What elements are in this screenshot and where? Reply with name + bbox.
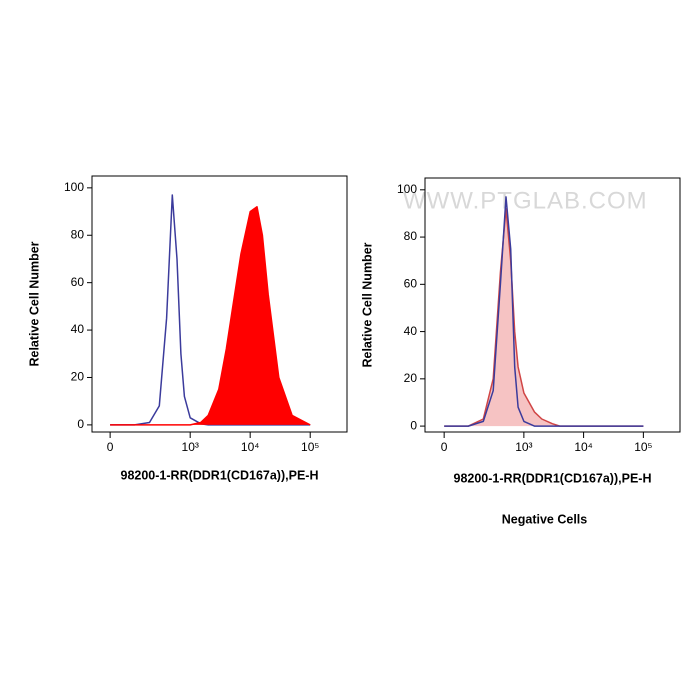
x-tick-label: 10⁵ [634,440,652,454]
histogram-curve [444,196,644,427]
y-tick-label: 40 [404,324,418,338]
y-axis-title: Relative Cell Number [27,241,41,366]
y-tick-label: 80 [71,227,85,241]
histogram-curve [444,207,644,427]
x-axis-title: 98200-1-RR(DDR1(CD167a)),PE-H [454,471,652,485]
y-tick-label: 100 [397,182,417,196]
y-tick-label: 0 [77,417,84,431]
histogram-curve [110,206,311,426]
plot-frame [91,175,348,433]
caption: Negative Cells [502,512,588,526]
y-tick-label: 40 [71,322,85,336]
watermark: WWW.PTGLAB.COM [403,187,648,214]
x-tick-label: 10³ [515,440,532,454]
y-tick-label: 80 [404,229,418,243]
x-tick-label: 0 [441,440,448,454]
chart-panel: 0 20 40 60 80 100 0 10³ 10⁴ 10⁵ 98200-1-RR(DDR1(CD… [27,175,348,482]
y-tick-label: 20 [404,371,418,385]
y-tick-label: 60 [71,275,85,289]
y-tick-label: 60 [404,276,418,290]
plot-frame [424,177,681,433]
y-tick-label: 0 [410,418,417,432]
chart-panel: WWW.PTGLAB.COM 0 20 40 60 80 100 0 10³ 10⁴ 10⁵ 9820… [360,177,681,526]
x-tick-label: 10⁵ [301,440,319,454]
x-tick-label: 0 [107,440,114,454]
y-axis-title: Relative Cell Number [360,242,374,367]
x-tick-label: 10⁴ [241,440,260,454]
x-tick-label: 10³ [182,440,199,454]
x-axis-title: 98200-1-RR(DDR1(CD167a)),PE-H [121,468,319,482]
x-tick-label: 10⁴ [574,440,593,454]
y-tick-label: 20 [71,370,85,384]
y-tick-label: 100 [64,180,84,194]
